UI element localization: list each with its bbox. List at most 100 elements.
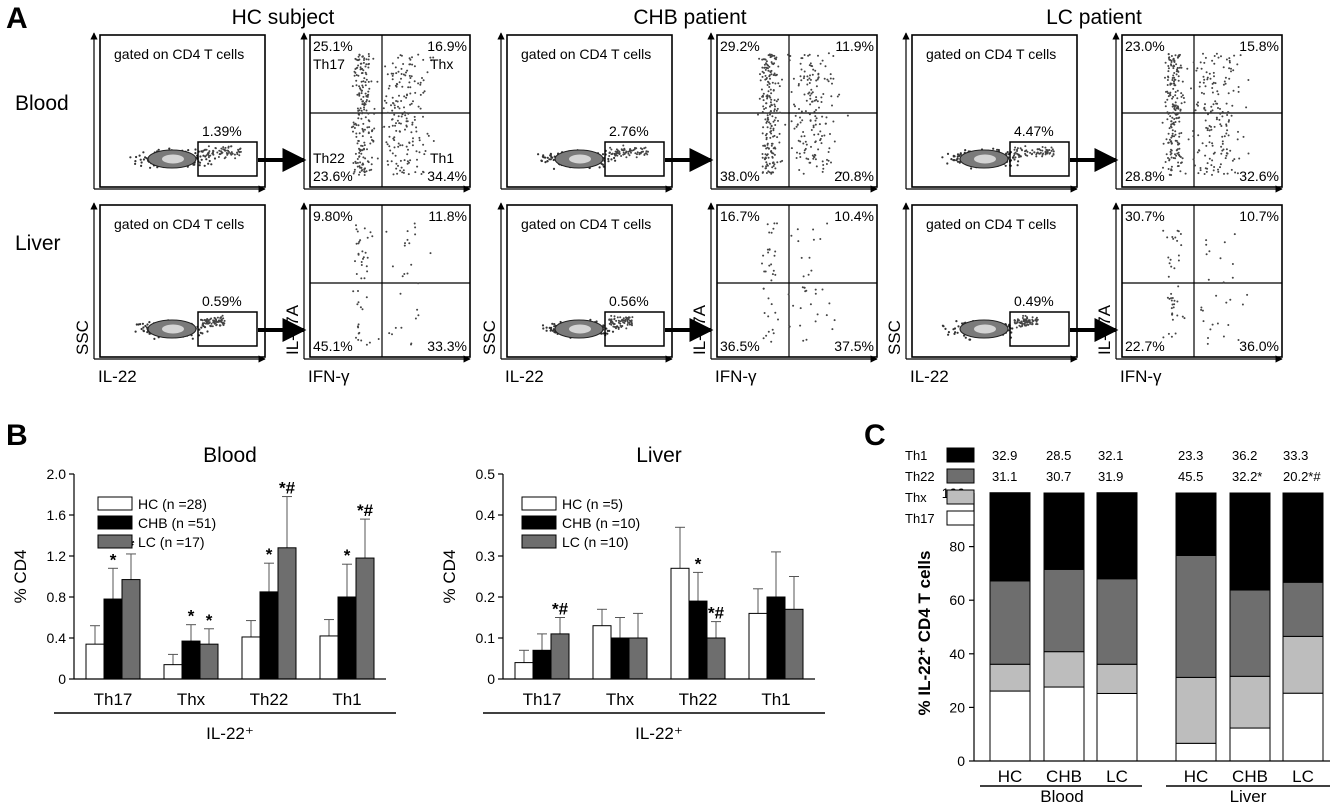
quadrant-event-dot [370,163,373,166]
quadrant-event-dot [1169,153,1172,156]
quadrant-event-dot [1175,63,1178,66]
quadrant-event-dot [411,140,414,143]
quadrant-event-dot [825,163,828,165]
quadrant-event-dot [806,75,809,78]
gated-event-dot [206,153,209,155]
quadrant-event-dot [355,228,358,231]
quadrant-event-dot [353,170,356,173]
quadrant-event-dot [1227,134,1230,137]
quadrant-event-dot [432,56,435,59]
quadrant-event-dot [1164,105,1167,108]
quadrant-percent-ur: 10.4% [834,208,874,224]
quadrant-event-dot [777,119,779,122]
quadrant-event-dot [831,328,834,331]
quadrant-event-dot [1200,91,1203,94]
gate-percent: 0.56% [609,293,649,309]
event-dot [598,166,601,169]
quadrant-event-dot [840,171,843,174]
event-dot [203,326,207,329]
y-tick-label: 80 [949,539,965,555]
ssc-axis-label: SSC [73,320,92,355]
quadrant-event-dot [811,91,814,94]
quadrant-event-dot [1226,111,1229,114]
quadrant-event-dot [1173,299,1176,302]
quadrant-event-dot [1212,71,1215,74]
event-dot [956,331,959,334]
event-dot [952,154,955,157]
gated-event-dot [616,149,619,152]
quadrant-event-dot [361,162,364,165]
il22-axis-label: IL-22 [505,367,544,386]
quadrant-event-dot [1237,90,1240,93]
gated-event-dot [1048,149,1051,151]
quadrant-event-dot [1175,149,1178,152]
gated-event-dot [221,314,224,317]
quadrant-event-dot [769,56,772,59]
quadrant-event-dot [359,87,361,90]
quadrant-event-dot [767,90,770,93]
quadrant-event-dot [761,165,764,168]
quadrant-percent-lr: 33.3% [427,338,467,354]
quadrant-event-dot [365,100,368,103]
quadrant-event-dot [818,106,820,109]
event-dot [606,332,609,335]
table-row-label: Thx [905,490,927,505]
quadrant-event-dot [359,306,362,309]
quadrant-event-dot [762,287,765,290]
gated-event-dot [629,323,632,326]
gated-event-dot [1029,322,1032,325]
gated-event-dot [617,328,620,330]
quadrant-event-dot [422,115,424,118]
quadrant-event-dot [365,296,368,299]
quadrant-event-dot [356,93,359,96]
quadrant-event-dot [395,100,398,102]
quadrant-event-dot [822,164,825,166]
quadrant-event-dot [761,153,764,155]
quadrant-event-dot [1174,139,1177,142]
bar [592,625,612,680]
quadrant-event-dot [368,100,371,103]
quadrant-event-dot [1166,84,1169,86]
quadrant-event-dot [761,111,764,113]
quadrant-event-dot [762,126,765,129]
quadrant-event-dot [768,264,771,267]
quadrant-event-dot [355,224,357,227]
quadrant-event-dot [1205,243,1208,246]
dot-plot-frame [99,34,266,188]
event-dot [553,331,556,334]
quadrant-event-dot [789,55,792,57]
quadrant-event-dot [390,104,392,107]
quadrant-event-dot [397,145,400,148]
gate-label: gated on CD4 T cells [114,46,244,62]
quadrant-event-dot [365,63,368,66]
quadrant-event-dot [803,93,806,96]
quadrant-event-dot [1199,81,1201,84]
quadrant-event-dot [421,77,423,79]
quadrant-event-dot [1211,59,1214,62]
quadrant-percent-ll: 36.5% [720,338,760,354]
quadrant-event-dot [430,59,433,62]
gated-event-dot [1015,326,1018,329]
quadrant-event-dot [1202,52,1204,55]
quadrant-event-dot [1221,111,1224,113]
table-value: 36.2 [1232,448,1257,463]
quadrant-event-dot [360,339,363,342]
quadrant-event-dot [803,286,806,289]
event-dot [552,158,555,162]
quadrant-event-dot [1176,112,1179,115]
gated-event-dot [1038,148,1041,151]
quadrant-event-dot [397,142,400,145]
quadrant-event-dot [363,77,366,80]
gated-event-dot [646,153,649,156]
significance-marker: *# [357,501,374,520]
quadrant-event-dot [353,127,356,129]
quadrant-event-dot [403,106,405,109]
quadrant-event-dot [1166,296,1169,299]
quadrant-event-dot [1176,229,1179,232]
quadrant-event-dot [1175,117,1178,120]
quadrant-event-dot [1231,159,1234,162]
quadrant-event-dot [1215,102,1218,105]
gated-event-dot [639,147,642,150]
table-swatch [946,489,975,505]
quadrant-event-dot [772,74,775,76]
